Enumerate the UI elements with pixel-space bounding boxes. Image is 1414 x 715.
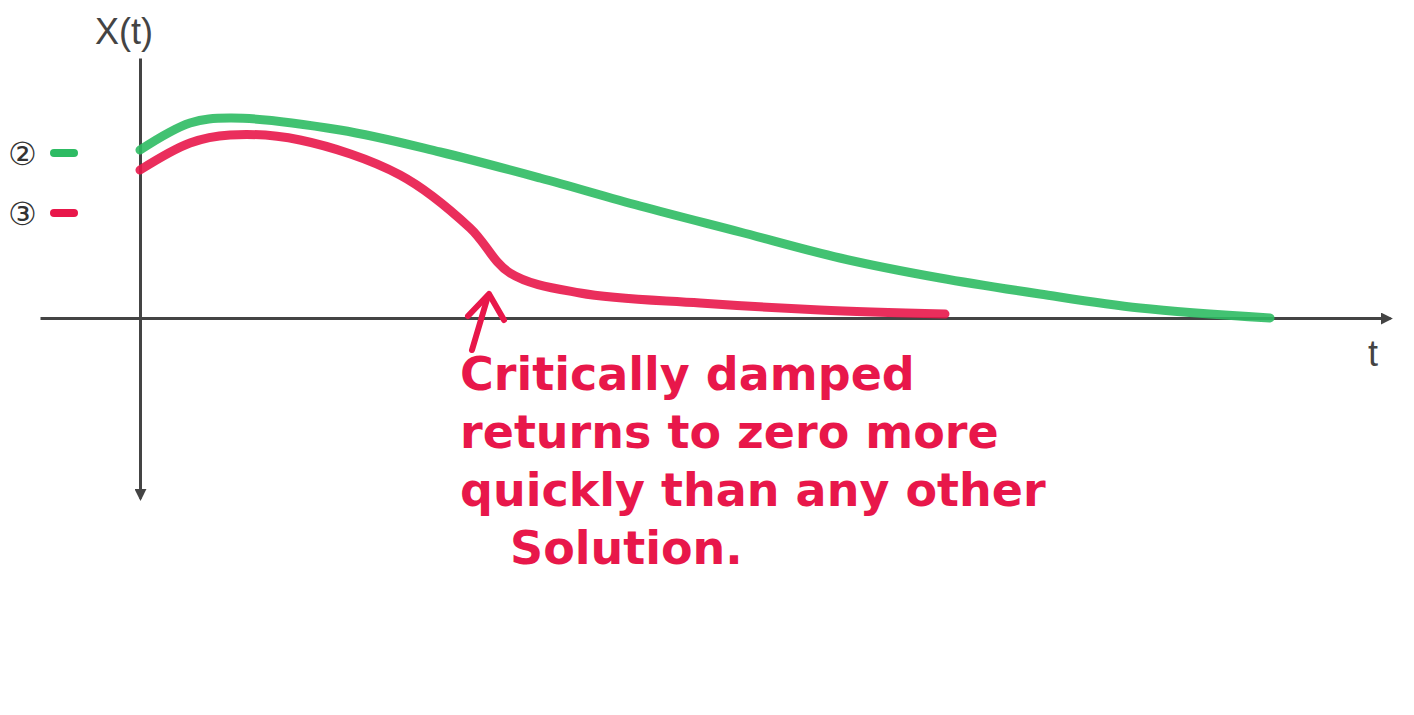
legend-swatch <box>54 209 74 217</box>
x-axis-title: t <box>1368 333 1378 374</box>
legend: ②③ <box>8 135 74 233</box>
plot-area <box>140 118 1270 318</box>
chart: X(t)t②③Critically dampedreturns to zero … <box>0 0 1414 715</box>
y-axis-line <box>139 59 142 499</box>
annotation-arrow-head <box>468 294 504 320</box>
annotation: Critically dampedreturns to zero morequi… <box>460 294 1046 575</box>
curve-line <box>140 118 1270 318</box>
x-axis-line <box>41 317 1391 320</box>
x-axis <box>41 318 1391 319</box>
annotation-text: returns to zero more <box>460 405 999 459</box>
annotation-text: Critically damped <box>460 347 915 401</box>
annotation-text: Solution. <box>510 521 743 575</box>
legend-swatch <box>54 149 74 157</box>
legend-label: ③ <box>8 195 37 233</box>
annotation-text: quickly than any other <box>460 463 1046 517</box>
curve-line <box>140 135 945 314</box>
legend-label: ② <box>8 135 37 173</box>
y-axis-title: X(t) <box>95 11 153 52</box>
y-axis <box>140 59 141 499</box>
